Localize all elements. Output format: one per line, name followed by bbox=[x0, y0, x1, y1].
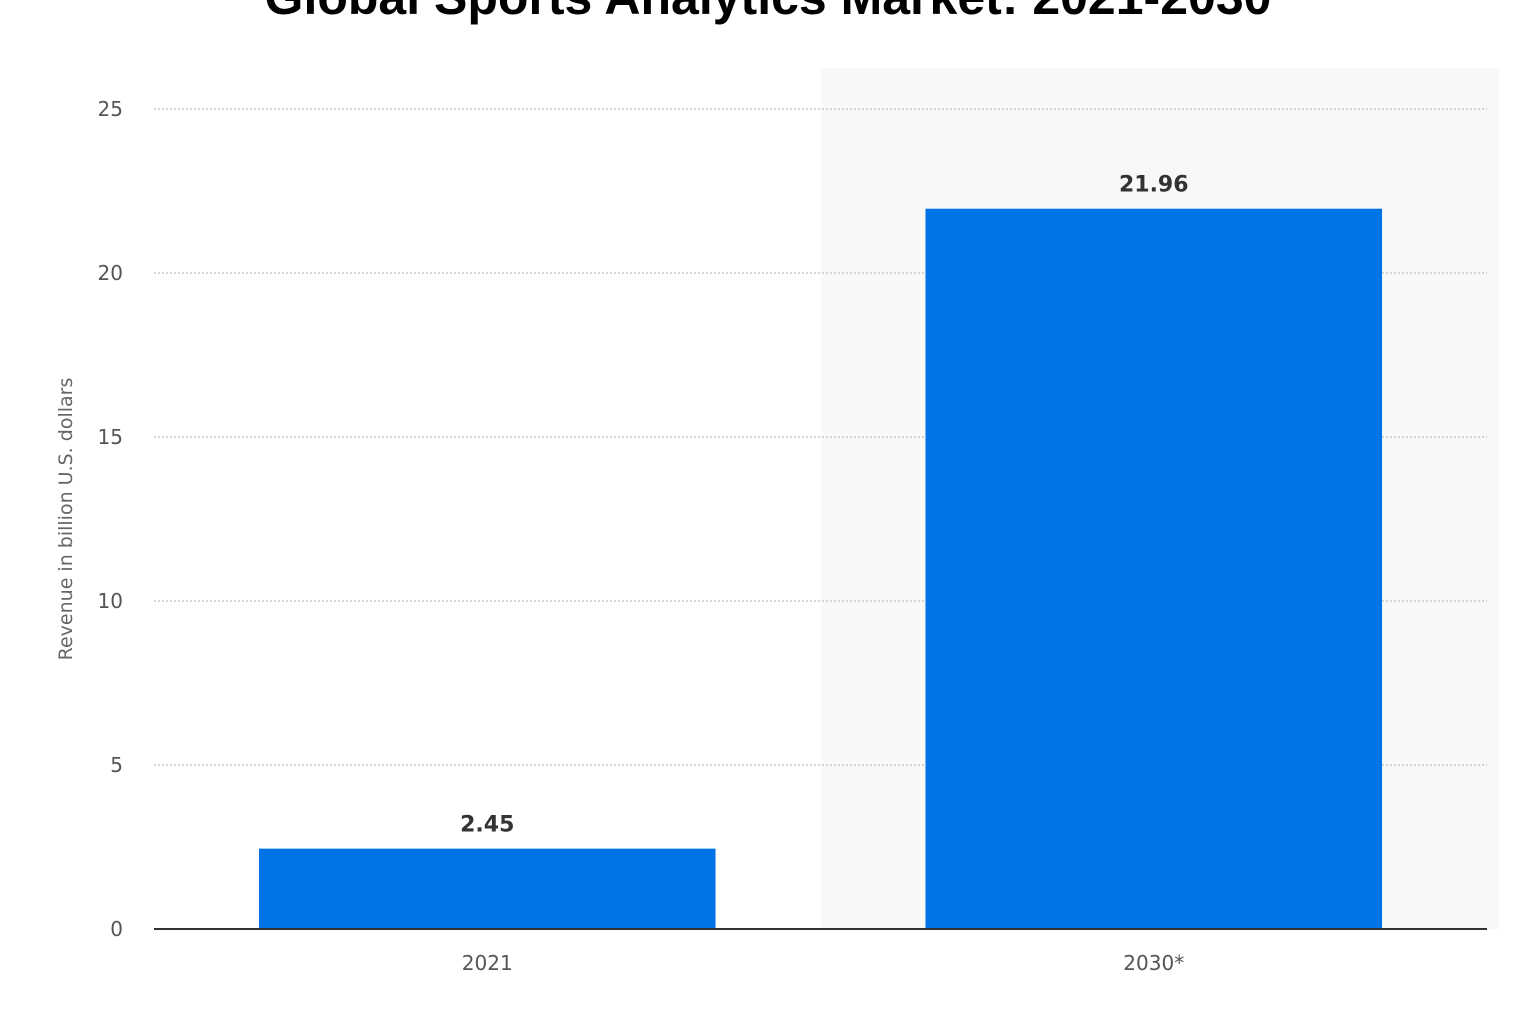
data-label: 2.45 bbox=[460, 813, 514, 838]
chart-title: Global Sports Analytics Market: 2021-203… bbox=[265, 0, 1272, 25]
data-labels: 2.45 21.96 bbox=[460, 173, 1188, 838]
y-axis-label: Revenue in billion U.S. dollars bbox=[55, 378, 77, 661]
bar[interactable] bbox=[258, 848, 716, 929]
y-axis-ticks: 0 5 10 15 20 25 bbox=[98, 97, 123, 941]
x-tick-label: 2030* bbox=[1123, 951, 1184, 975]
bars bbox=[258, 208, 1383, 929]
x-axis-ticks: 2021 2030* bbox=[462, 951, 1184, 975]
y-tick-label: 5 bbox=[110, 753, 123, 777]
y-tick-label: 20 bbox=[98, 261, 123, 285]
y-tick-label: 0 bbox=[110, 917, 123, 941]
y-tick-label: 10 bbox=[98, 589, 123, 613]
y-tick-label: 15 bbox=[98, 425, 123, 449]
bar[interactable] bbox=[925, 208, 1383, 929]
x-tick-label: 2021 bbox=[462, 951, 513, 975]
data-label: 21.96 bbox=[1119, 173, 1189, 198]
y-tick-label: 25 bbox=[98, 97, 123, 121]
